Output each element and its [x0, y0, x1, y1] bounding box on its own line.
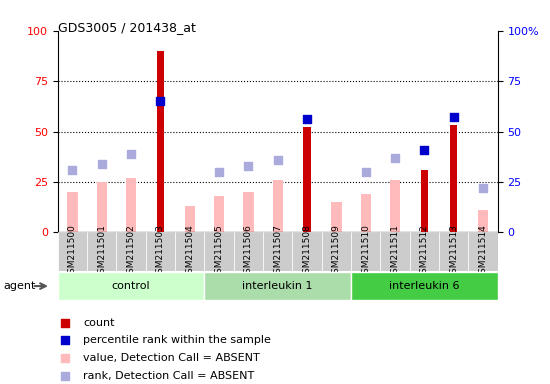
Text: GSM211504: GSM211504: [185, 224, 194, 279]
Bar: [243, 192, 254, 232]
Bar: [117, 31, 146, 232]
Text: count: count: [84, 318, 115, 328]
Point: [390, 155, 399, 161]
Bar: [304, 127, 311, 232]
Text: agent: agent: [3, 281, 35, 291]
Bar: [478, 210, 488, 232]
Point: [214, 169, 223, 175]
Bar: [351, 232, 381, 271]
Bar: [117, 232, 146, 271]
Text: GSM211508: GSM211508: [302, 224, 312, 279]
Bar: [381, 232, 410, 271]
Bar: [87, 31, 117, 232]
Bar: [214, 196, 224, 232]
Point: [351, 266, 360, 272]
Bar: [263, 31, 293, 232]
Bar: [58, 272, 205, 300]
Text: GSM211510: GSM211510: [361, 224, 370, 279]
Bar: [273, 180, 283, 232]
Bar: [146, 31, 175, 232]
Text: GSM211514: GSM211514: [478, 224, 488, 279]
Bar: [322, 31, 351, 232]
Point: [449, 114, 458, 121]
Point: [361, 169, 370, 175]
Bar: [351, 272, 498, 300]
Text: GSM211501: GSM211501: [97, 224, 106, 279]
Text: interleukin 6: interleukin 6: [389, 281, 460, 291]
Bar: [205, 31, 234, 232]
Point: [244, 163, 253, 169]
Bar: [381, 31, 410, 232]
Bar: [97, 182, 107, 232]
Bar: [450, 126, 458, 232]
Bar: [439, 31, 469, 232]
Bar: [351, 31, 381, 232]
Text: GSM211509: GSM211509: [332, 224, 341, 279]
Text: GSM211507: GSM211507: [273, 224, 282, 279]
Text: GSM211512: GSM211512: [420, 224, 429, 279]
Bar: [58, 31, 87, 232]
Bar: [421, 170, 428, 232]
Bar: [175, 31, 205, 232]
Text: GSM211500: GSM211500: [68, 224, 77, 279]
Bar: [361, 194, 371, 232]
Bar: [410, 232, 439, 271]
Bar: [469, 31, 498, 232]
Bar: [146, 232, 175, 271]
Bar: [157, 51, 164, 232]
Bar: [185, 206, 195, 232]
Point: [302, 116, 311, 122]
Text: GSM211505: GSM211505: [214, 224, 224, 279]
Text: GDS3005 / 201438_at: GDS3005 / 201438_at: [58, 21, 196, 34]
Text: GSM211513: GSM211513: [449, 224, 458, 279]
Bar: [322, 232, 351, 271]
Bar: [293, 232, 322, 271]
Bar: [331, 202, 342, 232]
Bar: [439, 232, 469, 271]
Bar: [126, 178, 136, 232]
Bar: [390, 180, 400, 232]
Bar: [205, 272, 351, 300]
Bar: [263, 232, 293, 271]
Bar: [469, 232, 498, 271]
Bar: [234, 232, 263, 271]
Point: [273, 157, 282, 163]
Text: control: control: [112, 281, 150, 291]
Text: value, Detection Call = ABSENT: value, Detection Call = ABSENT: [84, 353, 260, 363]
Bar: [67, 192, 78, 232]
Bar: [293, 31, 322, 232]
Text: rank, Detection Call = ABSENT: rank, Detection Call = ABSENT: [84, 371, 255, 381]
Point: [126, 151, 135, 157]
Bar: [410, 31, 439, 232]
Point: [351, 105, 360, 111]
Point: [68, 167, 77, 173]
Text: GSM211502: GSM211502: [126, 224, 136, 279]
Text: GSM211503: GSM211503: [156, 224, 165, 279]
Bar: [58, 232, 87, 271]
Point: [97, 161, 106, 167]
Text: interleukin 1: interleukin 1: [243, 281, 313, 291]
Bar: [234, 31, 263, 232]
Bar: [87, 232, 117, 271]
Point: [156, 98, 165, 104]
Point: [478, 185, 487, 191]
Bar: [175, 232, 205, 271]
Bar: [205, 232, 234, 271]
Point: [420, 147, 429, 153]
Text: GSM211506: GSM211506: [244, 224, 253, 279]
Text: GSM211511: GSM211511: [390, 224, 400, 279]
Text: percentile rank within the sample: percentile rank within the sample: [84, 335, 271, 345]
